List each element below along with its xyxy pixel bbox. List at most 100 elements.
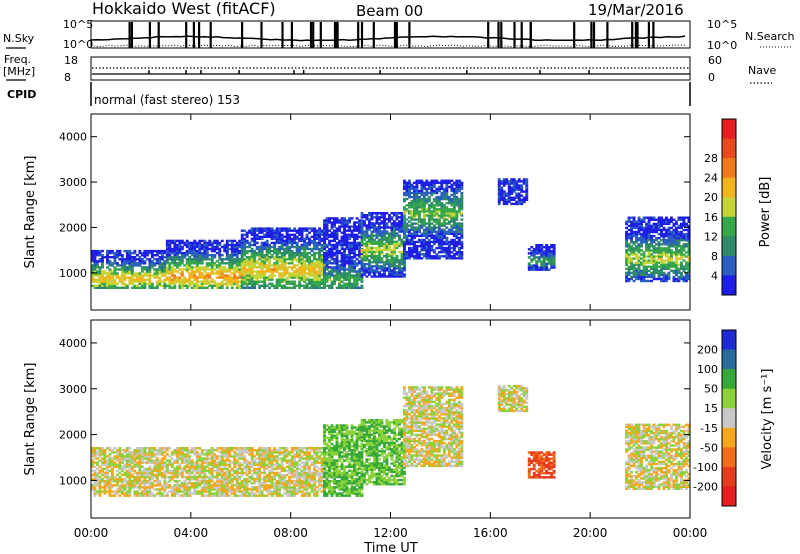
power-cell (360, 248, 364, 252)
velocity-cell (123, 480, 127, 483)
power-cell (452, 191, 456, 195)
power-cell (298, 256, 302, 259)
velocity-cell (140, 449, 144, 452)
power-cell (295, 247, 299, 251)
power-cell (193, 243, 197, 247)
power-cell (418, 218, 421, 221)
power-cell (263, 282, 267, 285)
power-cell (442, 228, 446, 231)
power-cell (230, 247, 234, 251)
power-cell (500, 192, 504, 195)
power-cell (642, 267, 646, 270)
velocity-cell (155, 449, 159, 452)
power-cell (682, 269, 686, 272)
power-cell (652, 230, 656, 234)
power-cell (283, 262, 287, 265)
velocity-cell (155, 488, 159, 491)
velocity-cell (160, 467, 164, 471)
power-cell (667, 218, 671, 221)
power-cell (652, 273, 656, 277)
power-cell (450, 185, 454, 189)
power-cell (660, 234, 663, 238)
power-cell (662, 228, 666, 232)
power-cell (650, 237, 653, 240)
power-cell (442, 218, 446, 221)
velocity-cell (150, 453, 154, 456)
power-cell (545, 244, 549, 247)
power-cell (670, 257, 673, 260)
power-cell (388, 259, 391, 262)
power-cell (228, 262, 232, 265)
power-cell (365, 242, 369, 245)
velocity-cell (123, 473, 127, 477)
velocity-cell (93, 471, 97, 475)
power-ylabel: Slant Range [km] (23, 156, 38, 269)
power-cell (270, 274, 274, 277)
power-cell (195, 276, 199, 279)
power-cell (348, 256, 351, 259)
power-cell (245, 231, 249, 234)
power-cell (193, 239, 197, 243)
power-cell (445, 206, 449, 209)
power-cell (275, 256, 279, 259)
power-cell (447, 242, 451, 246)
power-cell (440, 251, 444, 254)
power-cell (393, 234, 396, 237)
power-cell (111, 284, 114, 287)
power-cell (665, 243, 668, 246)
freq-dot (148, 70, 150, 74)
power-cell (310, 254, 314, 257)
power-cell (510, 186, 514, 189)
velocity-cell (155, 484, 159, 487)
power-cell (400, 259, 404, 262)
power-cell (200, 251, 204, 255)
velocity-cell (148, 494, 152, 497)
power-cell (103, 286, 107, 289)
power-cell (507, 190, 511, 193)
power-cell (308, 270, 311, 273)
power-cell (388, 271, 391, 274)
power-cell (450, 212, 454, 215)
power-cell (345, 221, 349, 224)
velocity-cell (155, 469, 159, 473)
power-cell (457, 189, 461, 193)
power-cell (213, 272, 217, 275)
power-cell (178, 280, 182, 283)
velocity-cell (98, 453, 102, 456)
power-cell (148, 251, 152, 255)
power-cell (680, 271, 683, 275)
power-cell (285, 251, 289, 255)
power-cell (253, 241, 257, 245)
power-cell (413, 191, 416, 195)
velocity-cell (123, 465, 127, 468)
power-cell (235, 254, 239, 257)
colorbar-tick-label: 12 (704, 230, 718, 243)
velocity-cell (135, 480, 139, 483)
power-cell (173, 268, 177, 271)
power-cell (265, 229, 269, 232)
power-cell (300, 264, 304, 267)
power-cell (625, 232, 628, 236)
power-cell (348, 258, 351, 261)
power-cell (285, 270, 289, 273)
power-cell (280, 272, 284, 275)
power-cell (452, 222, 456, 225)
power-cell (442, 189, 446, 193)
power-cell (642, 279, 646, 283)
power-cell (625, 249, 628, 252)
power-cell (662, 226, 666, 230)
power-cell (248, 278, 252, 281)
power-cell (537, 268, 541, 271)
velocity-cell (103, 473, 107, 477)
power-cell (178, 256, 182, 259)
power-cell (442, 242, 446, 246)
power-cell (667, 234, 671, 238)
power-cell (425, 257, 429, 260)
power-cell (313, 262, 316, 265)
power-cell (437, 189, 441, 193)
power-cell (248, 245, 252, 249)
velocity-cell (150, 447, 154, 450)
power-cell (375, 226, 379, 229)
power-cell (445, 214, 449, 217)
power-cell (390, 263, 394, 266)
